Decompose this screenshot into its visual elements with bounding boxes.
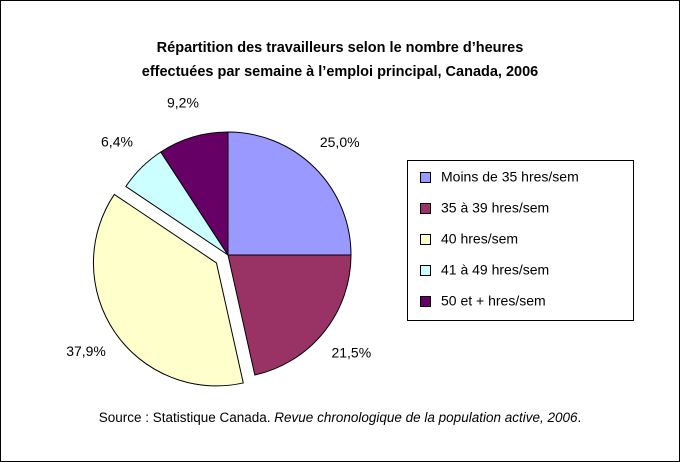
data-label: 37,9% — [66, 343, 106, 359]
pie-slice — [160, 131, 229, 257]
source-text: . — [578, 410, 582, 425]
pie-slice — [227, 254, 352, 376]
data-label: 6,4% — [101, 133, 133, 149]
legend-swatch — [420, 234, 431, 245]
legend-label: 40 hres/sem — [441, 231, 518, 247]
legend-swatch — [420, 265, 431, 276]
chart-title: effectuées par semaine à l’emploi princi… — [142, 64, 539, 80]
legend-box — [407, 160, 634, 321]
legend-label: 50 et + hres/sem — [441, 293, 546, 309]
pie-slice — [92, 193, 244, 387]
pie-slice — [227, 131, 352, 256]
data-label: 9,2% — [167, 94, 199, 110]
source-note: Source : Statistique Canada. Revue chron… — [99, 410, 582, 425]
data-label: 25,0% — [320, 134, 360, 150]
legend-label: 41 à 49 hres/sem — [441, 262, 549, 278]
legend-swatch — [420, 296, 431, 307]
legend-swatch — [420, 203, 431, 214]
source-text: Source : Statistique Canada. — [99, 410, 275, 425]
data-label: 21,5% — [331, 344, 371, 360]
legend-label: 35 à 39 hres/sem — [441, 200, 549, 216]
source-publication: Revue chronologique de la population act… — [274, 410, 578, 425]
chart-title: Répartition des travailleurs selon le no… — [157, 40, 524, 56]
legend-label: Moins de 35 hres/sem — [441, 169, 579, 185]
legend-swatch — [420, 172, 431, 183]
